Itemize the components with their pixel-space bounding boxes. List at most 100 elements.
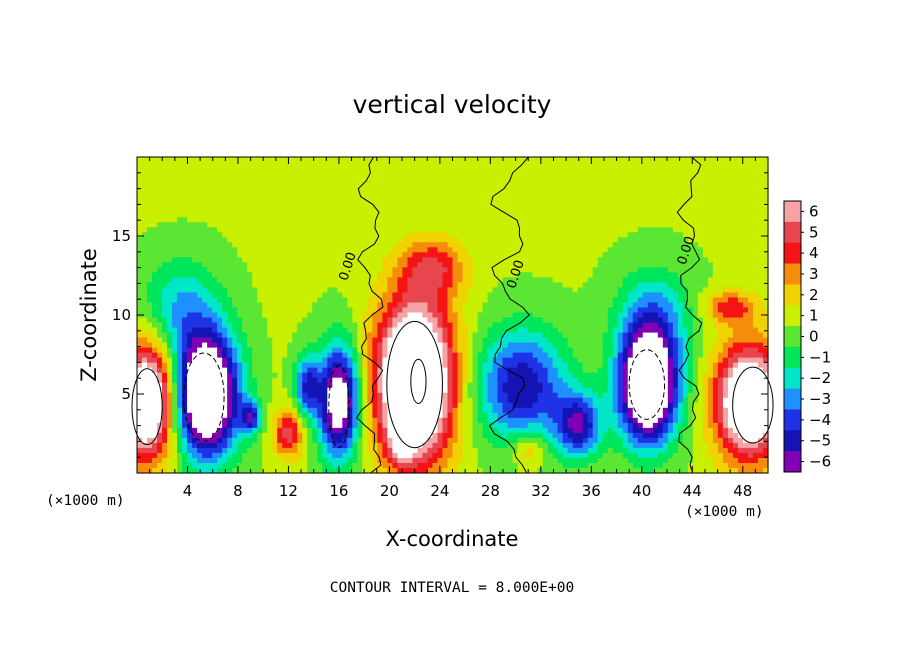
field-cell (147, 332, 153, 339)
field-cell (202, 227, 208, 233)
field-cell (247, 222, 253, 228)
field-cell (387, 222, 394, 228)
field-cell (422, 242, 429, 248)
field-cell (462, 197, 469, 203)
field-cell (417, 177, 424, 183)
field-cell (282, 162, 288, 168)
field-cell (472, 337, 479, 344)
field-cell (307, 407, 313, 414)
field-cell (442, 292, 449, 299)
field-cell (252, 162, 258, 168)
field-cell (232, 227, 238, 233)
field-cell (362, 172, 368, 178)
field-cell (462, 277, 469, 283)
field-cell (152, 162, 158, 168)
field-cell (262, 247, 268, 253)
field-cell (527, 362, 534, 369)
field-cell (307, 232, 313, 238)
field-cell (222, 412, 228, 419)
field-cell (187, 217, 193, 223)
field-cell (447, 167, 454, 173)
field-cell (382, 287, 388, 294)
field-cell (142, 382, 148, 389)
field-cell (172, 382, 178, 389)
field-cell (217, 337, 223, 344)
field-cell (277, 427, 283, 434)
field-cell (142, 227, 148, 233)
field-cell (207, 337, 213, 344)
field-cell (457, 337, 464, 344)
field-cell (167, 387, 173, 394)
field-cell (187, 207, 193, 213)
field-cell (497, 232, 504, 238)
field-cell (292, 202, 298, 208)
field-cell (297, 457, 303, 464)
field-cell (507, 302, 514, 309)
field-cell (387, 372, 394, 379)
field-cell (247, 237, 253, 243)
field-cell (262, 277, 268, 283)
field-cell (192, 257, 198, 263)
field-cell (417, 347, 424, 354)
field-cell (367, 212, 373, 218)
field-cell (507, 387, 514, 394)
field-cell (332, 237, 338, 243)
field-cell (277, 362, 283, 369)
field-cell (262, 317, 268, 324)
field-cell (507, 307, 514, 314)
field-cell (337, 277, 343, 283)
field-cell (162, 392, 168, 399)
field-cell (267, 197, 273, 203)
field-cell (142, 422, 148, 429)
field-cell (237, 237, 243, 243)
field-cell (207, 432, 213, 439)
field-cell (502, 272, 509, 278)
field-cell (437, 382, 444, 389)
field-cell (462, 407, 469, 414)
field-cell (442, 362, 449, 369)
field-cell (142, 407, 148, 414)
field-cell (172, 187, 178, 193)
field-cell (447, 447, 454, 454)
field-cell (307, 337, 313, 344)
field-cell (342, 297, 348, 304)
field-cell (502, 362, 509, 369)
field-cell (442, 382, 449, 389)
field-cell (467, 297, 474, 304)
field-cell (152, 312, 158, 319)
field-cell (267, 407, 273, 414)
field-cell (292, 292, 298, 299)
field-cell (167, 382, 173, 389)
field-cell (367, 262, 373, 268)
field-cell (477, 257, 484, 263)
field-cell (472, 207, 479, 213)
field-cell (482, 337, 489, 344)
field-cell (427, 292, 434, 299)
field-cell (142, 287, 148, 294)
field-cell (262, 237, 268, 243)
field-cell (307, 447, 313, 454)
field-cell (292, 227, 298, 233)
field-cell (442, 252, 449, 258)
field-cell (392, 357, 399, 364)
field-cell (322, 167, 328, 173)
field-cell (487, 442, 494, 449)
field-cell (392, 437, 399, 444)
field-cell (137, 322, 143, 329)
field-cell (487, 247, 494, 253)
field-cell (137, 247, 143, 253)
field-cell (502, 297, 509, 304)
field-cell (442, 397, 449, 404)
field-cell (237, 392, 243, 399)
field-cell (362, 452, 368, 459)
field-cell (202, 307, 208, 314)
field-cell (352, 187, 358, 193)
field-cell (472, 167, 479, 173)
field-cell (212, 327, 218, 334)
field-cell (432, 247, 439, 253)
field-cell (417, 292, 424, 299)
field-cell (327, 357, 333, 364)
field-cell (322, 312, 328, 319)
field-cell (182, 207, 188, 213)
field-cell (337, 357, 343, 364)
